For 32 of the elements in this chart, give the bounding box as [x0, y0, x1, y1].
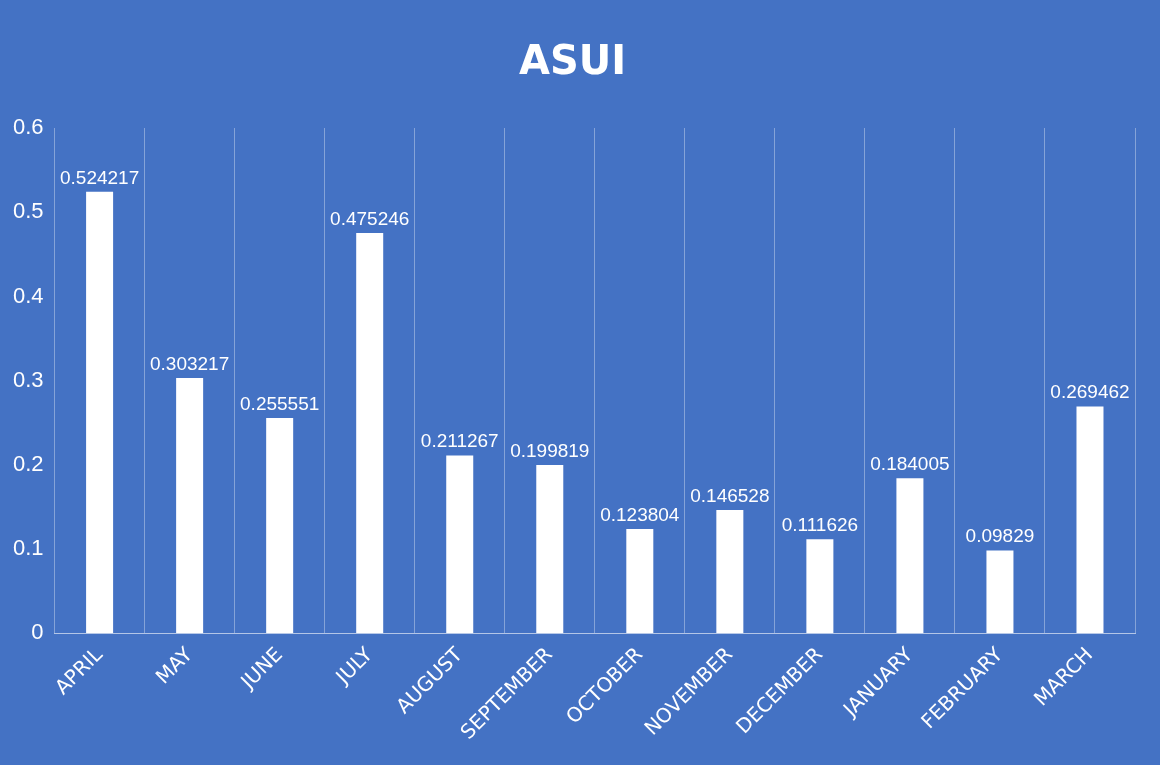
y-tick-label: 0.5: [12, 198, 44, 224]
bar: [356, 233, 384, 634]
data-label: 0.146528: [690, 484, 770, 506]
data-label: 0.09829: [965, 525, 1035, 547]
data-label: 0.303217: [150, 352, 230, 374]
data-label: 0.475246: [330, 207, 410, 229]
bar: [626, 529, 654, 634]
data-label: 0.269462: [1050, 381, 1130, 403]
y-tick-label: 0.1: [12, 535, 44, 561]
bar: [806, 539, 834, 634]
bar: [86, 191, 114, 634]
bar: [536, 465, 564, 634]
bar: [716, 509, 744, 634]
y-tick-label: 0: [31, 619, 44, 645]
data-label: 0.184005: [870, 453, 950, 475]
data-label: 0.199819: [510, 439, 590, 461]
bar: [986, 550, 1014, 634]
y-tick-label: 0.3: [12, 366, 44, 392]
data-label: 0.255551: [240, 392, 320, 414]
data-label: 0.211267: [420, 430, 499, 452]
chart-title: ASUI: [518, 37, 627, 84]
y-tick-label: 0.2: [12, 450, 44, 476]
bar: [176, 377, 204, 634]
bar: [266, 418, 294, 634]
data-label: 0.123804: [600, 503, 680, 525]
y-tick-label: 0.4: [12, 282, 44, 308]
bar: [896, 478, 924, 634]
data-label: 0.524217: [59, 166, 140, 188]
bar: [446, 455, 474, 634]
y-tick-label: 0.6: [12, 114, 44, 140]
data-label: 0.111626: [781, 514, 859, 536]
bar: [1076, 406, 1104, 634]
